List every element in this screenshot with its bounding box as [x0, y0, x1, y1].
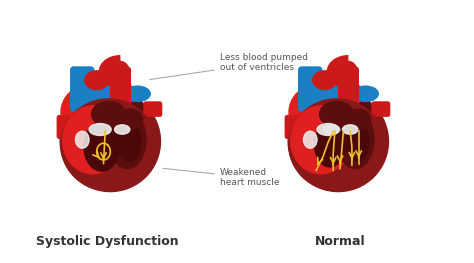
- FancyBboxPatch shape: [57, 116, 80, 128]
- Ellipse shape: [317, 124, 339, 135]
- Ellipse shape: [75, 78, 135, 110]
- Ellipse shape: [109, 111, 146, 169]
- Ellipse shape: [323, 125, 340, 134]
- Text: Normal: Normal: [315, 235, 365, 248]
- FancyBboxPatch shape: [68, 124, 86, 154]
- FancyBboxPatch shape: [111, 67, 130, 109]
- FancyBboxPatch shape: [339, 67, 358, 109]
- Ellipse shape: [91, 102, 126, 127]
- FancyBboxPatch shape: [285, 126, 308, 138]
- Ellipse shape: [303, 131, 317, 148]
- Ellipse shape: [340, 62, 357, 82]
- Ellipse shape: [303, 78, 363, 110]
- Ellipse shape: [337, 111, 374, 169]
- Ellipse shape: [84, 122, 119, 171]
- FancyBboxPatch shape: [285, 116, 308, 128]
- Ellipse shape: [291, 106, 352, 174]
- Ellipse shape: [117, 124, 141, 161]
- Ellipse shape: [319, 102, 354, 127]
- FancyBboxPatch shape: [57, 126, 80, 138]
- FancyBboxPatch shape: [372, 102, 390, 116]
- Text: Systolic Dysfunction: Systolic Dysfunction: [36, 235, 178, 248]
- Ellipse shape: [288, 91, 389, 191]
- Ellipse shape: [343, 125, 358, 134]
- Circle shape: [61, 85, 115, 140]
- Ellipse shape: [347, 109, 371, 129]
- Ellipse shape: [61, 99, 156, 191]
- FancyBboxPatch shape: [144, 102, 162, 116]
- Circle shape: [289, 85, 343, 140]
- Ellipse shape: [353, 86, 378, 102]
- Ellipse shape: [119, 109, 143, 129]
- Ellipse shape: [289, 99, 384, 191]
- Ellipse shape: [80, 140, 141, 191]
- FancyBboxPatch shape: [299, 67, 322, 111]
- Ellipse shape: [106, 108, 118, 159]
- Text: Weakened
heart muscle: Weakened heart muscle: [163, 168, 280, 188]
- Ellipse shape: [308, 140, 369, 191]
- Ellipse shape: [60, 91, 161, 191]
- Ellipse shape: [313, 71, 337, 89]
- Circle shape: [328, 90, 372, 135]
- Ellipse shape: [315, 123, 345, 167]
- Text: Less blood pumped
out of ventricles: Less blood pumped out of ventricles: [150, 53, 308, 80]
- Ellipse shape: [112, 62, 129, 82]
- Ellipse shape: [334, 108, 346, 159]
- Ellipse shape: [345, 124, 369, 161]
- Ellipse shape: [115, 125, 130, 134]
- Ellipse shape: [63, 106, 124, 174]
- FancyBboxPatch shape: [71, 67, 94, 111]
- Circle shape: [100, 90, 144, 135]
- Ellipse shape: [75, 131, 89, 148]
- Ellipse shape: [125, 86, 150, 102]
- Ellipse shape: [85, 71, 109, 89]
- FancyBboxPatch shape: [296, 124, 314, 154]
- Ellipse shape: [89, 124, 111, 135]
